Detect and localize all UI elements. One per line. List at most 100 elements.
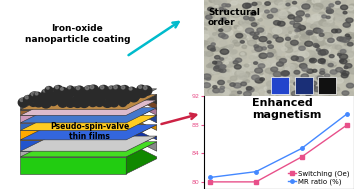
Circle shape bbox=[84, 95, 87, 98]
Switching (Oe) bbox=[208, 181, 212, 183]
Circle shape bbox=[95, 99, 104, 106]
Circle shape bbox=[326, 16, 330, 19]
Circle shape bbox=[320, 50, 328, 55]
Circle shape bbox=[229, 19, 235, 22]
Circle shape bbox=[248, 91, 253, 94]
Circle shape bbox=[241, 82, 246, 86]
Circle shape bbox=[230, 10, 239, 15]
Circle shape bbox=[340, 36, 343, 38]
Circle shape bbox=[250, 73, 259, 79]
Circle shape bbox=[346, 91, 354, 96]
Circle shape bbox=[241, 86, 249, 91]
Circle shape bbox=[278, 12, 288, 18]
Circle shape bbox=[344, 43, 349, 46]
Circle shape bbox=[92, 96, 101, 105]
Circle shape bbox=[237, 0, 247, 4]
Circle shape bbox=[115, 95, 125, 104]
Circle shape bbox=[330, 71, 338, 76]
Circle shape bbox=[69, 96, 79, 105]
Circle shape bbox=[306, 51, 316, 57]
Circle shape bbox=[268, 37, 273, 40]
Circle shape bbox=[301, 73, 306, 76]
Circle shape bbox=[258, 49, 263, 52]
Circle shape bbox=[324, 50, 332, 56]
Circle shape bbox=[210, 66, 215, 70]
Circle shape bbox=[324, 82, 329, 85]
Circle shape bbox=[336, 31, 344, 36]
Circle shape bbox=[344, 66, 348, 69]
Circle shape bbox=[311, 93, 320, 99]
Circle shape bbox=[287, 37, 295, 42]
Circle shape bbox=[102, 98, 113, 107]
Circle shape bbox=[282, 71, 289, 75]
Circle shape bbox=[338, 0, 346, 3]
Circle shape bbox=[225, 48, 233, 53]
Circle shape bbox=[327, 38, 334, 43]
Circle shape bbox=[239, 35, 243, 37]
Circle shape bbox=[346, 36, 351, 39]
Circle shape bbox=[301, 73, 308, 77]
Circle shape bbox=[203, 74, 211, 79]
Circle shape bbox=[90, 99, 93, 102]
Circle shape bbox=[321, 76, 325, 78]
Circle shape bbox=[347, 26, 350, 28]
Circle shape bbox=[68, 93, 78, 102]
Circle shape bbox=[241, 14, 247, 18]
Circle shape bbox=[270, 66, 274, 68]
Circle shape bbox=[38, 94, 41, 97]
Circle shape bbox=[310, 92, 317, 96]
Circle shape bbox=[292, 19, 297, 22]
Circle shape bbox=[86, 94, 96, 104]
Circle shape bbox=[85, 86, 89, 90]
Legend: Switching (Oe), MR ratio (%): Switching (Oe), MR ratio (%) bbox=[285, 168, 353, 188]
Circle shape bbox=[216, 80, 220, 83]
Circle shape bbox=[87, 89, 90, 91]
Circle shape bbox=[131, 93, 134, 96]
Circle shape bbox=[322, 26, 330, 31]
Circle shape bbox=[220, 1, 227, 5]
Circle shape bbox=[223, 91, 229, 94]
Polygon shape bbox=[20, 157, 126, 174]
Circle shape bbox=[342, 91, 349, 95]
Circle shape bbox=[83, 95, 91, 103]
Circle shape bbox=[244, 92, 251, 97]
Circle shape bbox=[306, 66, 310, 69]
Circle shape bbox=[316, 87, 326, 93]
Circle shape bbox=[266, 82, 276, 88]
Circle shape bbox=[56, 88, 65, 96]
Circle shape bbox=[35, 98, 39, 101]
Circle shape bbox=[327, 50, 331, 53]
Circle shape bbox=[338, 58, 347, 64]
Circle shape bbox=[45, 92, 48, 94]
Line: Switching (Oe): Switching (Oe) bbox=[209, 123, 349, 184]
Circle shape bbox=[292, 33, 299, 38]
Circle shape bbox=[218, 89, 224, 92]
Circle shape bbox=[300, 53, 306, 58]
Circle shape bbox=[242, 56, 246, 58]
Circle shape bbox=[73, 87, 76, 91]
Circle shape bbox=[120, 86, 130, 95]
Circle shape bbox=[233, 61, 238, 64]
Circle shape bbox=[241, 53, 244, 55]
Circle shape bbox=[209, 0, 215, 2]
Circle shape bbox=[281, 78, 288, 83]
Circle shape bbox=[236, 33, 243, 38]
Circle shape bbox=[267, 53, 273, 57]
Circle shape bbox=[232, 39, 239, 43]
MR ratio (%) bbox=[254, 170, 258, 173]
Circle shape bbox=[278, 46, 282, 48]
Circle shape bbox=[313, 3, 323, 10]
Circle shape bbox=[248, 13, 254, 17]
Circle shape bbox=[323, 22, 329, 26]
Circle shape bbox=[241, 38, 245, 40]
Circle shape bbox=[35, 92, 38, 95]
Polygon shape bbox=[126, 142, 157, 174]
Circle shape bbox=[219, 69, 223, 72]
Circle shape bbox=[291, 70, 296, 72]
Circle shape bbox=[75, 92, 83, 100]
Circle shape bbox=[204, 12, 208, 14]
Circle shape bbox=[292, 16, 300, 21]
Circle shape bbox=[326, 9, 333, 14]
Circle shape bbox=[276, 62, 284, 66]
Polygon shape bbox=[126, 89, 157, 110]
